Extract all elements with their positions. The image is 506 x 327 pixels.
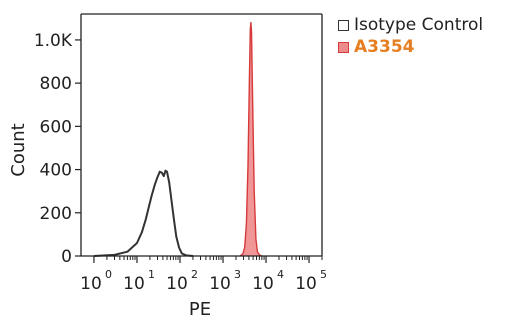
plot-area <box>81 14 322 256</box>
y-tick-label: 1.0K <box>34 31 73 51</box>
x-tick-label: 10 <box>209 274 231 294</box>
axes-frame <box>80 13 323 257</box>
y-tick-label: 200 <box>40 204 72 224</box>
x-tick-exponent: 2 <box>191 268 198 281</box>
y-tick-label: 800 <box>40 74 72 94</box>
series-line-isotype-control <box>93 169 193 257</box>
x-ticks: 10 0 10 1 10 2 10 3 10 4 10 5 <box>80 256 327 294</box>
series-area-a3354 <box>240 22 262 256</box>
x-tick-exponent: 1 <box>148 268 155 281</box>
x-tick-exponent: 5 <box>320 268 327 281</box>
y-axis-title: Count <box>8 123 29 176</box>
y-tick-label: 0 <box>61 247 72 267</box>
legend-label-isotype: Isotype Control <box>354 15 484 35</box>
x-tick-exponent: 3 <box>234 268 241 281</box>
legend-swatch-a3354 <box>338 41 349 53</box>
x-tick-label: 10 <box>166 274 188 294</box>
x-tick-label: 10 <box>80 274 102 294</box>
legend-item-a3354: A3354 <box>338 36 483 58</box>
x-tick-exponent: 0 <box>105 268 112 281</box>
y-tick-label: 400 <box>40 161 72 181</box>
x-tick-label: 10 <box>252 274 274 294</box>
series-layer <box>93 21 263 257</box>
x-tick-label: 10 <box>123 274 145 294</box>
x-tick-label: 10 <box>295 274 317 294</box>
y-ticks: 0 200 400 600 800 1.0K <box>34 31 81 267</box>
x-tick-exponent: 4 <box>277 268 284 281</box>
legend: Isotype Control A3354 <box>338 14 483 58</box>
series-line-a3354 <box>239 21 263 257</box>
x-axis-title: PE <box>189 299 211 320</box>
y-tick-label: 600 <box>40 117 72 137</box>
legend-swatch-isotype <box>338 19 349 31</box>
legend-label-a3354: A3354 <box>354 37 415 57</box>
legend-item-isotype: Isotype Control <box>338 14 483 36</box>
